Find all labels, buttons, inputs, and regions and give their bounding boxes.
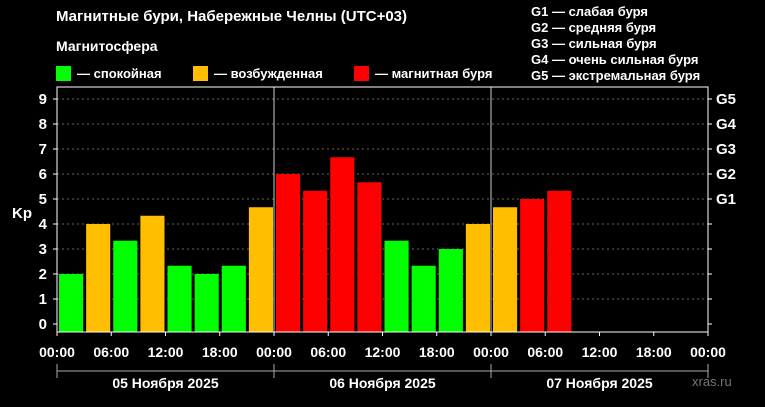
kp-bar — [167, 265, 192, 332]
kp-bar — [86, 224, 111, 332]
kp-bar — [493, 207, 518, 332]
kp-bar — [140, 215, 165, 332]
y-tick-label: 9 — [39, 91, 47, 108]
y-tick-label: 7 — [39, 141, 47, 158]
g-legend-g1: G1 — слабая буря — [531, 4, 649, 19]
legend-storm: — магнитная буря — [354, 65, 492, 81]
x-tick-label: 06:00 — [93, 344, 129, 360]
chart-title: Магнитные бури, Набережные Челны (UTC+03… — [56, 8, 408, 25]
g-legend-g5: G5 — экстремальная буря — [531, 68, 701, 83]
x-tick-label: 00:00 — [473, 344, 509, 360]
kp-bar — [113, 240, 138, 332]
kp-bar — [330, 157, 355, 332]
x-tick-label: 18:00 — [419, 344, 455, 360]
x-tick-label: 12:00 — [582, 344, 618, 360]
x-tick-label: 00:00 — [690, 344, 726, 360]
x-tick-label: 00:00 — [39, 344, 75, 360]
x-tick-label: 18:00 — [202, 344, 238, 360]
kp-bar — [276, 174, 301, 332]
kp-bar — [248, 207, 273, 332]
y-axis-title: Kp — [12, 205, 32, 222]
x-tick-label: 06:00 — [527, 344, 563, 360]
x-tick-label: 18:00 — [636, 344, 672, 360]
x-tick-label: 12:00 — [365, 344, 401, 360]
day-label: 06 Ноября 2025 — [329, 375, 436, 391]
kp-bar — [411, 265, 436, 332]
y-tick-label: 6 — [39, 166, 47, 183]
legend-storm-label: — магнитная буря — [375, 65, 493, 81]
g-tick-label: G5 — [716, 91, 736, 108]
x-tick-label: 06:00 — [310, 344, 346, 360]
magnetosphere-label: Магнитосфера — [56, 38, 158, 54]
g-tick-label: G2 — [716, 166, 736, 183]
x-tick-label: 00:00 — [256, 344, 292, 360]
x-tick-label: 12:00 — [148, 344, 184, 360]
kp-bar — [303, 190, 328, 332]
y-tick-label: 3 — [39, 241, 47, 258]
kp-bar — [520, 199, 545, 332]
g-legend-g4: G4 — очень сильная буря — [531, 52, 699, 67]
day-label: 05 Ноября 2025 — [112, 375, 219, 391]
kp-bar — [465, 224, 490, 332]
g-tick-label: G3 — [716, 141, 736, 158]
g-scale-legend: G1 — слабая буря G2 — средняя буря G3 — … — [531, 4, 700, 84]
kp-bar — [194, 274, 219, 332]
g-legend-g2: G2 — средняя буря — [531, 20, 657, 35]
y-tick-label: 8 — [39, 116, 47, 133]
y-tick-label: 4 — [39, 216, 48, 233]
kp-bar — [221, 265, 246, 332]
kp-bar — [59, 274, 84, 332]
y-tick-label: 1 — [39, 291, 47, 308]
g-tick-label: G4 — [716, 116, 737, 133]
y-tick-label: 2 — [39, 266, 47, 283]
y-tick-label: 5 — [39, 191, 47, 208]
legend-storm-swatch — [354, 65, 369, 81]
legend-quiet: — спокойная — [56, 65, 162, 81]
day-label: 07 Ноября 2025 — [546, 375, 653, 391]
kp-bar — [384, 240, 409, 332]
legend-active: — возбужденная — [193, 65, 323, 81]
watermark: xras.ru — [692, 374, 732, 389]
kp-bar — [357, 182, 382, 332]
legend-active-label: — возбужденная — [214, 65, 323, 81]
legend-quiet-label: — спокойная — [77, 65, 162, 81]
legend-active-swatch — [193, 65, 208, 81]
g-tick-label: G1 — [716, 191, 736, 208]
kp-bar — [547, 190, 572, 332]
legend-quiet-swatch — [56, 65, 71, 81]
g-legend-g3: G3 — сильная буря — [531, 36, 657, 51]
kp-bar — [438, 249, 463, 332]
y-tick-label: 0 — [39, 316, 47, 333]
